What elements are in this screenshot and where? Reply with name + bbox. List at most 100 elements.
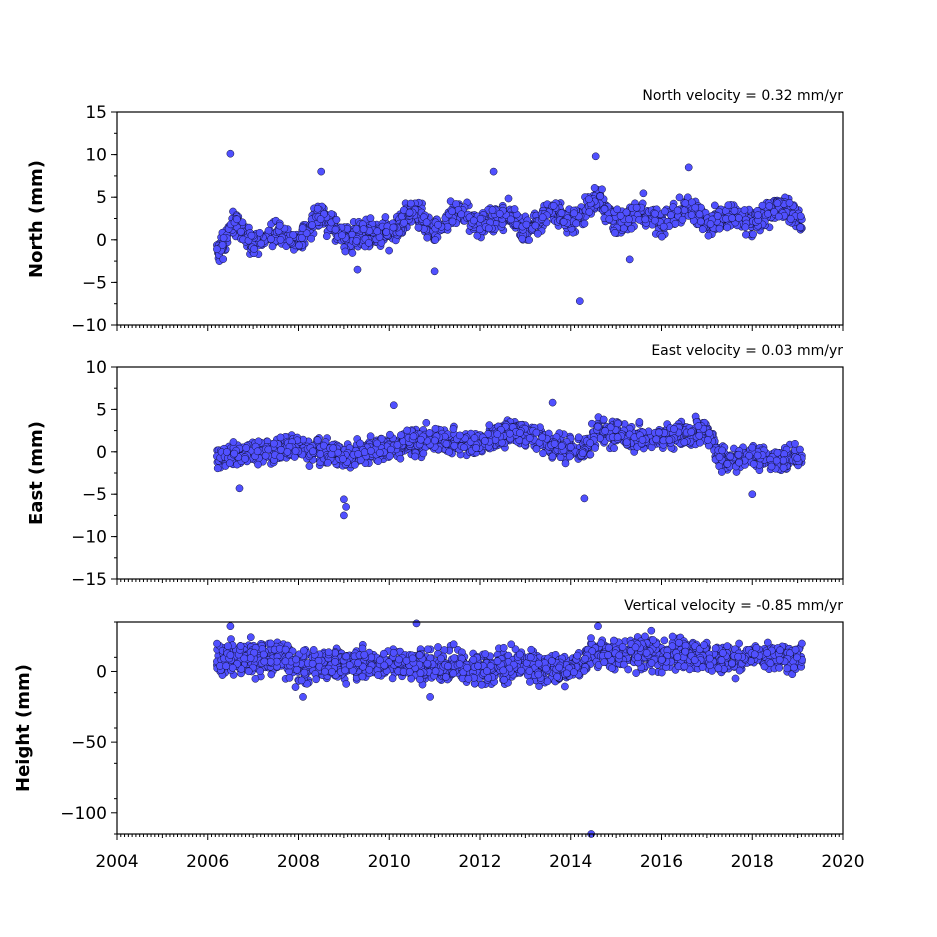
data-point — [379, 649, 388, 658]
north-points — [213, 149, 806, 305]
y-tick-label: 0 — [96, 443, 107, 463]
data-point — [267, 235, 275, 243]
data-point — [635, 418, 644, 426]
data-point — [696, 217, 705, 226]
data-point — [572, 219, 581, 228]
data-point — [360, 448, 369, 457]
data-point — [772, 456, 781, 465]
data-point — [598, 185, 606, 194]
data-point — [586, 439, 595, 447]
data-point — [457, 210, 466, 219]
data-point — [422, 218, 431, 227]
data-point — [749, 230, 757, 239]
data-point — [246, 633, 255, 642]
data-point — [493, 430, 502, 439]
data-point — [285, 236, 294, 245]
data-point — [373, 227, 382, 236]
data-point — [705, 429, 714, 437]
data-point — [731, 674, 740, 683]
data-point — [734, 450, 743, 459]
data-point — [728, 214, 736, 222]
y-tick-label: 15 — [85, 103, 107, 123]
data-point — [219, 255, 228, 263]
data-point — [639, 189, 648, 198]
east-velocity-annotation: East velocity = 0.03 mm/yr — [651, 343, 843, 359]
data-point — [375, 448, 384, 457]
data-point — [538, 433, 547, 442]
data-point — [779, 463, 788, 472]
data-point — [276, 235, 285, 244]
data-point — [389, 223, 398, 232]
data-point — [687, 428, 696, 436]
data-point — [765, 202, 774, 210]
data-point — [710, 201, 719, 210]
data-point — [442, 673, 450, 681]
data-point — [440, 646, 449, 654]
outlier-point — [548, 398, 557, 407]
data-point — [704, 231, 713, 240]
data-point — [706, 220, 715, 228]
data-point — [695, 431, 704, 440]
data-point — [715, 224, 724, 233]
data-point — [396, 454, 405, 463]
data-point — [622, 438, 631, 447]
data-point — [698, 225, 707, 234]
data-point — [638, 435, 647, 444]
y-tick-label: −10 — [71, 316, 107, 336]
data-point — [516, 429, 524, 437]
data-point — [409, 432, 418, 441]
outlier-point — [389, 401, 398, 410]
data-point — [632, 203, 641, 212]
data-point — [557, 442, 566, 450]
outlier-point — [235, 484, 244, 493]
data-point — [694, 422, 703, 430]
data-point — [507, 215, 515, 224]
data-point — [364, 239, 373, 247]
data-point — [495, 209, 504, 218]
outlier-point — [340, 495, 348, 504]
north-ylabel: North (mm) — [26, 160, 47, 278]
data-point — [358, 672, 367, 681]
data-point — [570, 209, 578, 218]
outlier-point — [342, 503, 350, 511]
data-point — [632, 669, 640, 677]
data-point — [585, 195, 593, 204]
data-point — [449, 640, 458, 649]
data-point — [525, 434, 534, 442]
data-point — [660, 207, 669, 216]
data-point — [675, 193, 684, 202]
data-point — [659, 222, 668, 231]
outlier-point — [580, 494, 589, 503]
data-point — [309, 447, 317, 456]
data-point — [381, 213, 390, 221]
data-point — [730, 206, 739, 215]
data-point — [484, 224, 493, 233]
data-point — [295, 241, 303, 250]
data-point — [687, 211, 696, 219]
data-point — [723, 460, 732, 468]
data-point — [641, 215, 650, 224]
data-point — [354, 450, 362, 458]
outlier-point — [340, 511, 348, 520]
data-point — [416, 435, 425, 444]
data-point — [460, 443, 468, 452]
data-point — [718, 446, 726, 455]
data-point — [233, 215, 241, 224]
data-point — [533, 229, 542, 238]
data-point — [423, 233, 432, 242]
data-point — [322, 232, 331, 241]
data-point — [254, 460, 262, 469]
data-point — [264, 445, 273, 454]
data-point — [266, 639, 275, 648]
outlier-point — [430, 267, 439, 276]
data-point — [585, 208, 594, 216]
data-point — [538, 213, 547, 222]
data-point — [324, 458, 332, 467]
data-point — [550, 439, 559, 448]
data-point — [247, 231, 256, 240]
data-point — [717, 468, 726, 476]
data-point — [250, 245, 258, 253]
data-point — [397, 431, 405, 439]
data-point — [625, 215, 633, 224]
data-point — [665, 436, 674, 444]
